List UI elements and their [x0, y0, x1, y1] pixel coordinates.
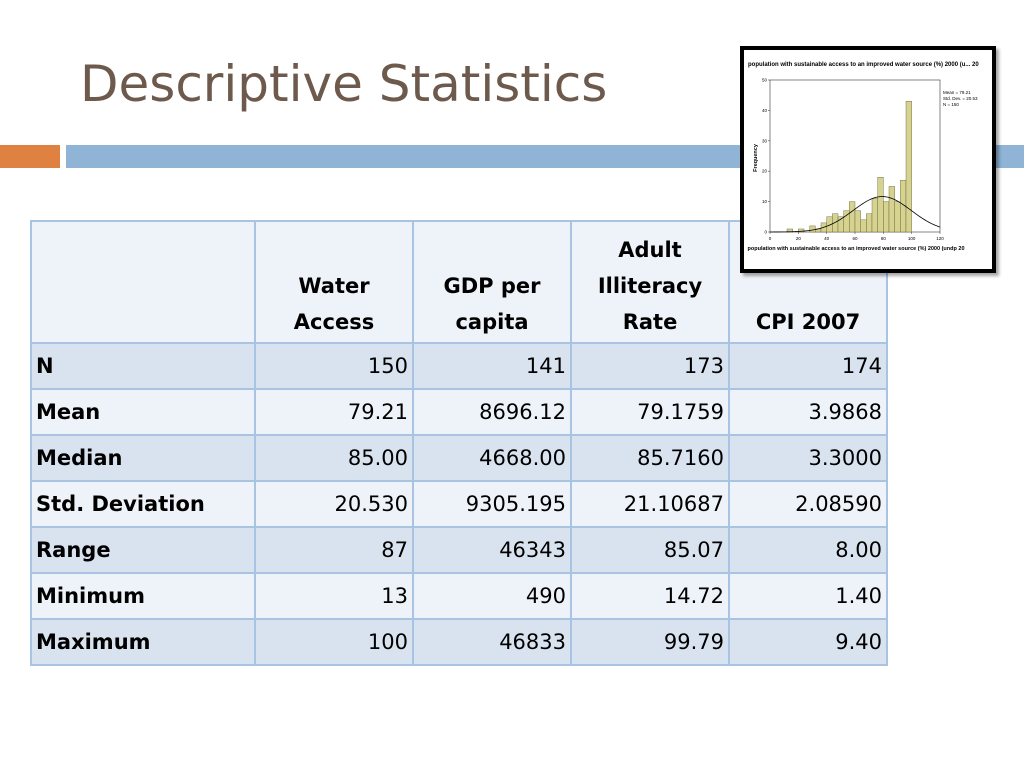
chart-y-axis-label: Frequency — [753, 143, 759, 172]
chart-title: population with sustainable access to an… — [748, 62, 979, 68]
table-cell: 85.00 — [254, 434, 414, 482]
table-cell: 20.530 — [254, 480, 414, 528]
chart-x-axis-label: population with sustainable access to an… — [748, 246, 965, 252]
row-label: Minimum — [30, 572, 256, 620]
table-cell: 8.00 — [728, 526, 888, 574]
table-cell: 4668.00 — [412, 434, 572, 482]
table-cell: 21.10687 — [570, 480, 730, 528]
table-cell: 85.7160 — [570, 434, 730, 482]
histogram-bar — [832, 213, 839, 233]
table-cell: 46833 — [412, 618, 572, 666]
x-tick-label: 120 — [936, 236, 944, 241]
stats-label: Std. Dev. = 20.53 — [943, 96, 978, 101]
table-cell: 9.40 — [728, 618, 888, 666]
table-row: Maximum 100 46833 99.79 9.40 — [30, 618, 888, 666]
row-label: Maximum — [30, 618, 256, 666]
histogram-bar — [809, 225, 816, 233]
histogram-bar — [888, 186, 895, 233]
table-cell: 8696.12 — [412, 388, 572, 436]
table-cell: 100 — [254, 618, 414, 666]
table-row: Range 87 46343 85.07 8.00 — [30, 526, 888, 574]
table-cell: 79.21 — [254, 388, 414, 436]
row-label: N — [30, 342, 256, 390]
table-cell: 141 — [412, 342, 572, 390]
table-cell: 490 — [412, 572, 572, 620]
table-cell: 87 — [254, 526, 414, 574]
histogram-bar — [877, 177, 884, 233]
table-row: N 150 141 173 174 — [30, 342, 888, 390]
histogram-bar — [905, 101, 912, 233]
slide-title: Descriptive Statistics — [80, 55, 608, 113]
histogram-thumbnail: population with sustainable access to an… — [740, 46, 996, 273]
table-cell: 13 — [254, 572, 414, 620]
table-cell: 173 — [570, 342, 730, 390]
row-label: Mean — [30, 388, 256, 436]
histogram-bar — [871, 198, 878, 233]
row-label: Range — [30, 526, 256, 574]
row-label: Median — [30, 434, 256, 482]
table-cell: 2.08590 — [728, 480, 888, 528]
table-row: Mean 79.21 8696.12 79.1759 3.9868 — [30, 388, 888, 436]
column-header: GDP per capita — [412, 220, 572, 344]
table-cell: 3.3000 — [728, 434, 888, 482]
stats-label: Mean = 79.21 — [943, 90, 971, 95]
histogram-bar — [894, 201, 901, 233]
table-cell: 9305.195 — [412, 480, 572, 528]
histogram-bar — [798, 228, 805, 233]
y-tick-label: 30 — [762, 138, 768, 143]
header-corner-cell — [30, 220, 256, 344]
table-row: Std. Deviation 20.530 9305.195 21.10687 … — [30, 480, 888, 528]
column-header: Water Access — [254, 220, 414, 344]
y-tick-label: 50 — [762, 78, 768, 83]
table-row: Median 85.00 4668.00 85.7160 3.3000 — [30, 434, 888, 482]
row-label: Std. Deviation — [30, 480, 256, 528]
x-tick-label: 100 — [908, 236, 916, 241]
table-cell: 85.07 — [570, 526, 730, 574]
y-tick-label: 20 — [762, 169, 768, 174]
y-tick-label: 40 — [762, 108, 768, 113]
x-tick-label: 60 — [852, 236, 858, 241]
histogram-bar — [854, 210, 861, 233]
stats-label: N = 150 — [943, 102, 959, 107]
normal-curve — [769, 196, 941, 233]
x-tick-label: 0 — [769, 236, 772, 241]
table-cell: 1.40 — [728, 572, 888, 620]
table-cell: 150 — [254, 342, 414, 390]
y-tick-label: 0 — [764, 230, 767, 235]
accent-bar-orange — [0, 145, 60, 168]
y-tick-label: 10 — [762, 199, 768, 204]
descriptive-stats-table: Water Access GDP per capita Adult Illite… — [30, 220, 888, 666]
x-tick-label: 80 — [881, 236, 887, 241]
histogram-chart: population with sustainable access to an… — [748, 62, 980, 252]
table-cell: 174 — [728, 342, 888, 390]
x-tick-label: 20 — [796, 236, 802, 241]
table-cell: 99.79 — [570, 618, 730, 666]
table-row: Minimum 13 490 14.72 1.40 — [30, 572, 888, 620]
histogram-bar — [860, 219, 867, 233]
x-tick-label: 40 — [824, 236, 830, 241]
histogram-bar — [883, 201, 890, 233]
table-cell: 79.1759 — [570, 388, 730, 436]
table-cell: 14.72 — [570, 572, 730, 620]
column-header: Adult Illiteracy Rate — [570, 220, 730, 344]
histogram-bar — [866, 213, 873, 233]
histogram-bar — [849, 201, 856, 233]
table-cell: 3.9868 — [728, 388, 888, 436]
table-header-row: Water Access GDP per capita Adult Illite… — [30, 220, 888, 344]
table-cell: 46343 — [412, 526, 572, 574]
